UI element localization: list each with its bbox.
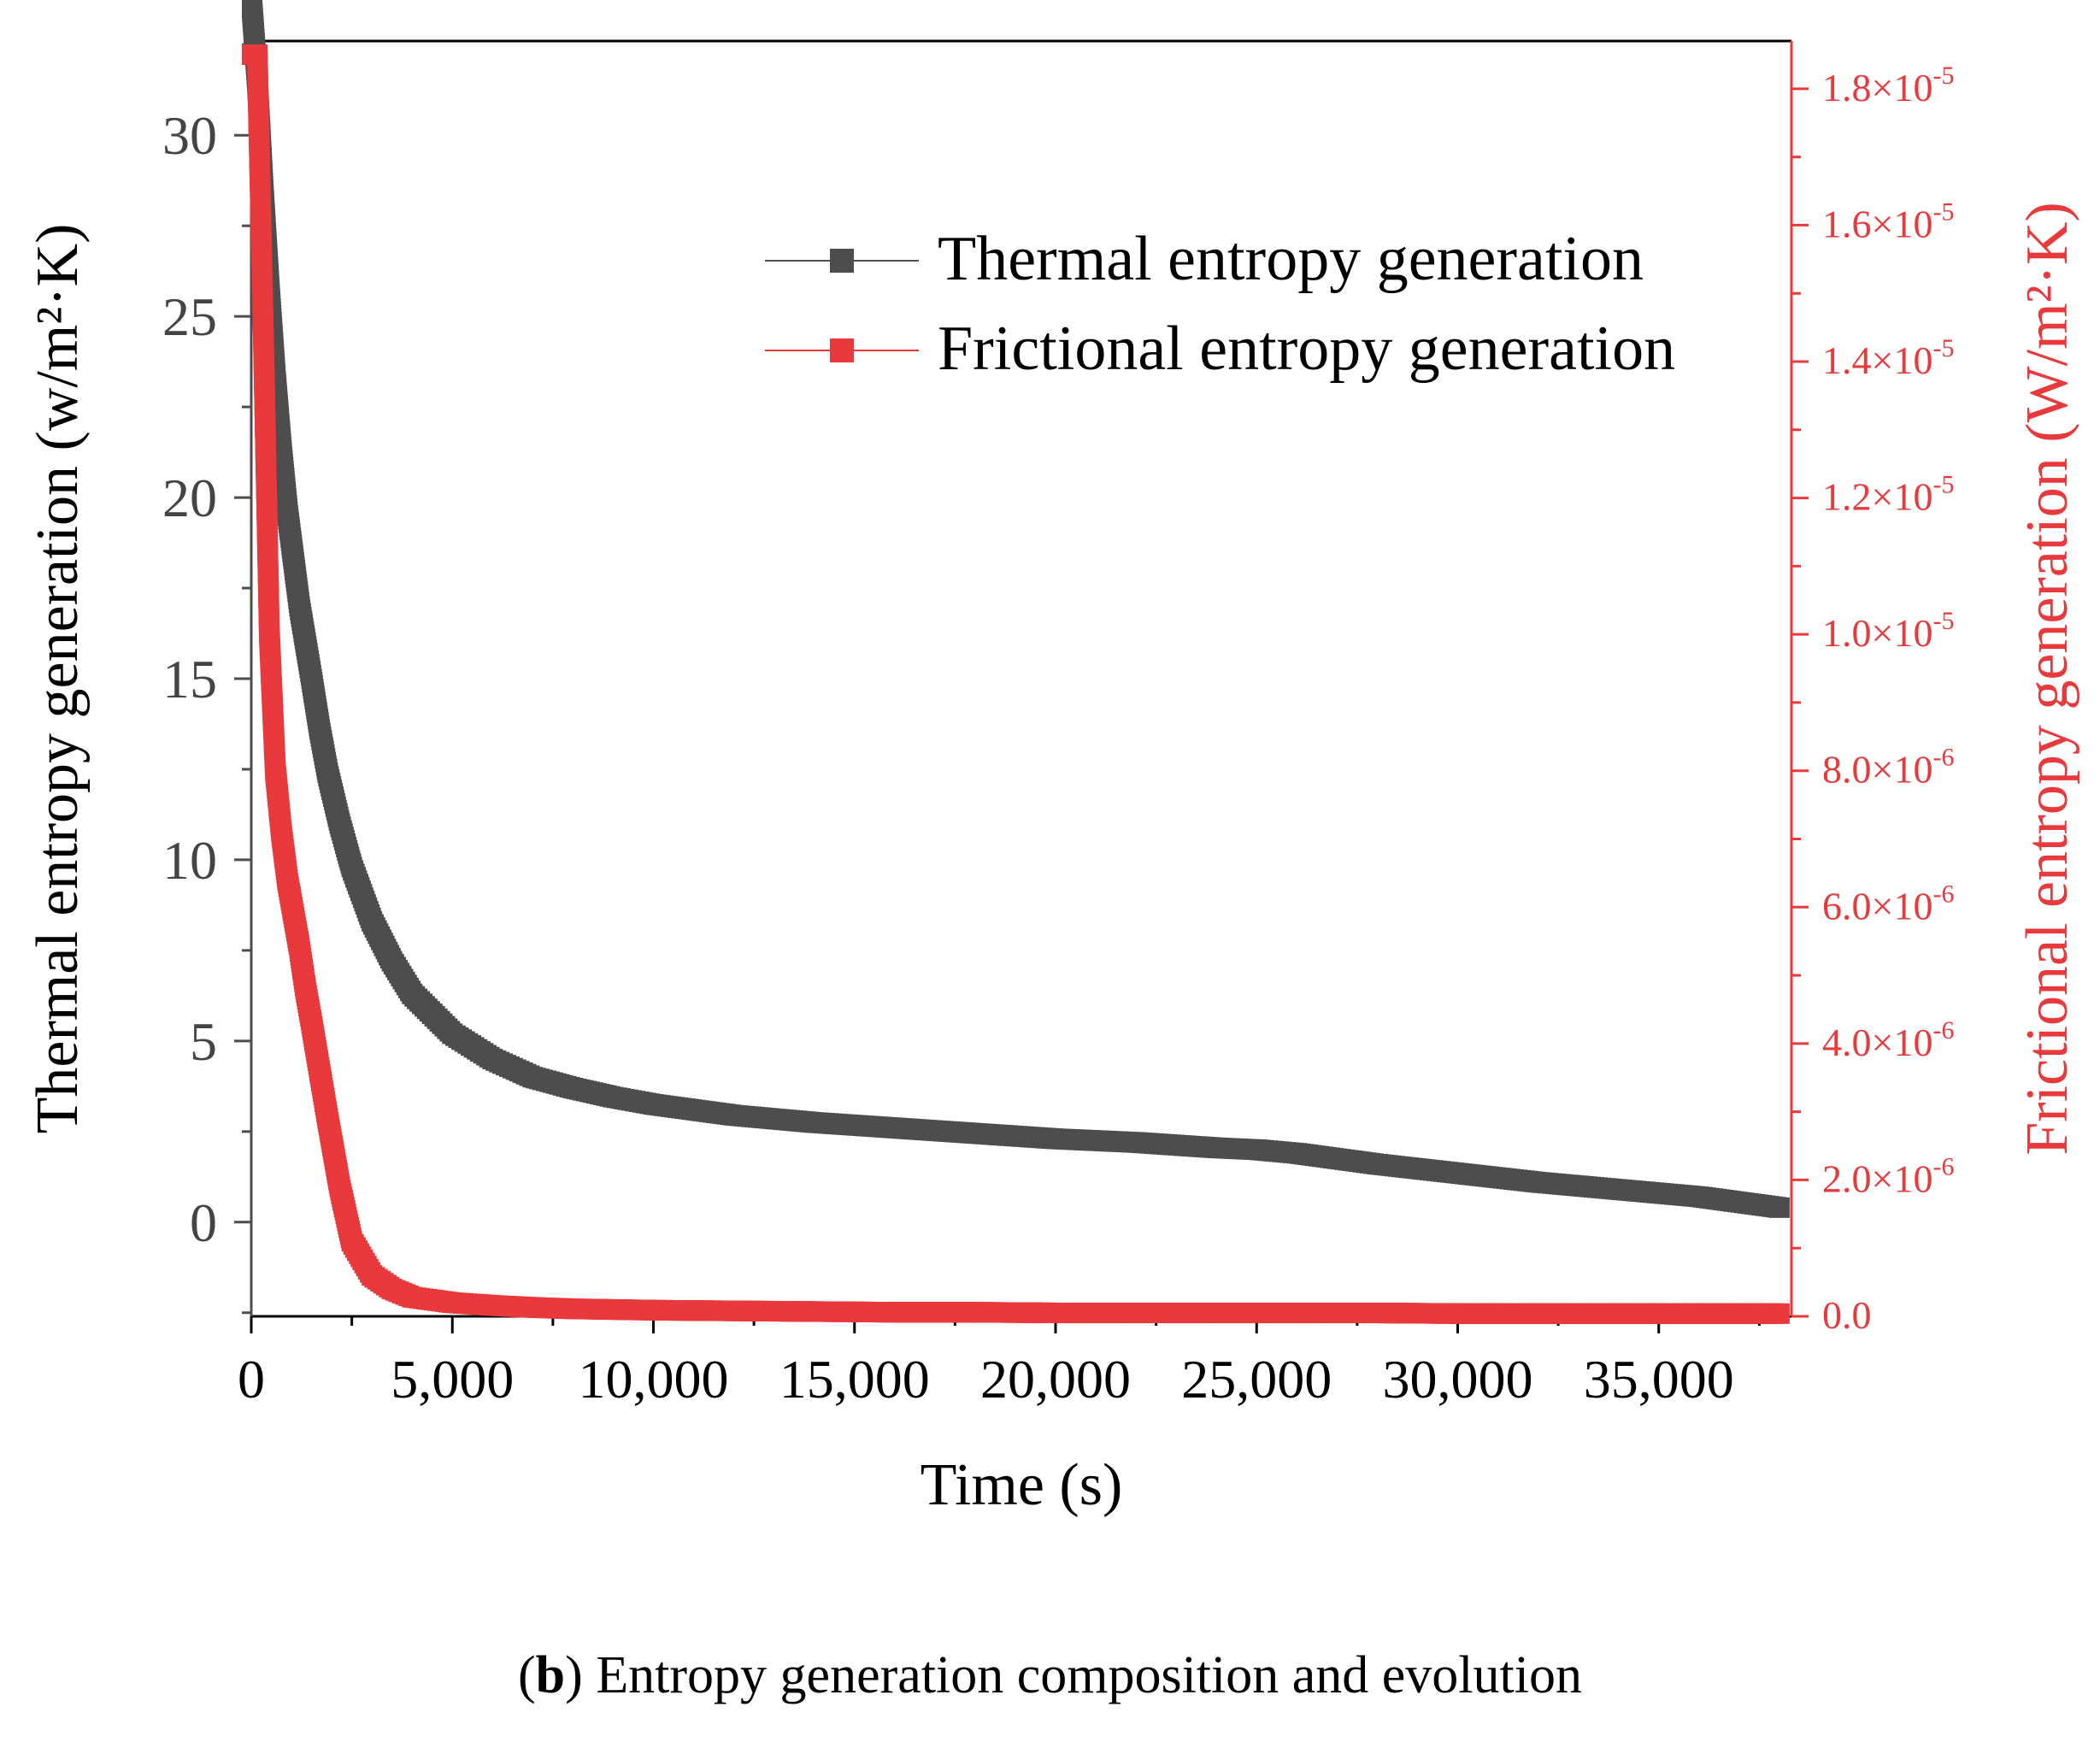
y-right-tick-mantissa: 1.0×10 — [1822, 611, 1932, 655]
x-tick-label: 5,000 — [391, 1349, 514, 1409]
right-y-axis: 0.02.0×10-64.0×10-66.0×10-68.0×10-61.0×1… — [1791, 62, 1954, 1337]
legend-label: Thermal entropy generation — [938, 224, 1644, 294]
y-right-tick-exponent: -5 — [1932, 197, 1954, 226]
y-right-axis-title: Frictional entropy generation (W/m²·K) — [2015, 202, 2080, 1155]
y-right-tick-label: 1.8×10-5 — [1822, 62, 1954, 109]
frictional-series — [241, 44, 1790, 1324]
legend-item-frictional: Frictional entropy generation — [765, 314, 1675, 384]
thermal-series-line — [250, 8, 1780, 1209]
legend-marker — [830, 249, 854, 273]
y-right-tick-exponent: -5 — [1932, 334, 1954, 362]
y-left-tick-label: 20 — [162, 468, 217, 528]
y-right-tick-mantissa: 1.6×10 — [1822, 202, 1932, 245]
y-right-tick-mantissa: 1.4×10 — [1822, 338, 1932, 382]
y-right-tick-mantissa: 8.0×10 — [1822, 748, 1932, 792]
legend-label: Frictional entropy generation — [938, 314, 1675, 384]
y-right-tick-label: 4.0×10-6 — [1822, 1016, 1954, 1064]
figure-caption: (b) Entropy generation composition and e… — [518, 1646, 1582, 1704]
y-right-tick-mantissa: 4.0×10 — [1822, 1021, 1932, 1064]
y-right-tick-mantissa: 2.0×10 — [1822, 1156, 1932, 1200]
x-tick-label: 15,000 — [779, 1349, 930, 1409]
y-right-tick-mantissa: 6.0×10 — [1822, 884, 1932, 927]
legend-item-thermal: Thermal entropy generation — [765, 224, 1644, 294]
x-tick-label: 20,000 — [980, 1349, 1131, 1409]
y-right-tick-exponent: -5 — [1932, 607, 1954, 635]
y-right-tick-exponent: -6 — [1932, 1152, 1954, 1180]
y-right-tick-exponent: -6 — [1932, 1016, 1954, 1045]
y-right-tick-label: 1.2×10-5 — [1822, 471, 1954, 519]
y-left-tick-label: 5 — [190, 1011, 217, 1072]
y-right-tick-mantissa: 1.2×10 — [1822, 475, 1932, 519]
x-tick-label: 30,000 — [1382, 1349, 1532, 1409]
legend: Thermal entropy generation Frictional ent… — [765, 224, 1675, 384]
y-left-tick-label: 10 — [162, 830, 217, 891]
y-right-tick-exponent: -5 — [1932, 471, 1954, 499]
y-right-tick-label: 1.6×10-5 — [1822, 197, 1954, 245]
y-right-tick-exponent: -5 — [1932, 62, 1954, 90]
y-right-tick-label: 1.0×10-5 — [1822, 607, 1954, 655]
y-left-axis-title: Thermal entropy generation (w/m²·K) — [25, 224, 91, 1134]
thermal-marker — [1765, 1197, 1786, 1218]
caption-label: b — [535, 1646, 566, 1704]
y-right-tick-mantissa: 1.8×10 — [1822, 66, 1932, 109]
y-right-tick-exponent: -6 — [1932, 880, 1954, 908]
y-right-tick-exponent: -6 — [1932, 744, 1954, 772]
x-axis: 0 5,000 10,000 15,000 20,000 25,000 30,000 35,0… — [238, 1316, 1761, 1409]
y-left-tick-label: 0 — [190, 1192, 217, 1253]
x-tick-label: 25,000 — [1181, 1349, 1332, 1409]
y-left-tick-label: 30 — [162, 105, 217, 166]
y-right-tick-label: 1.4×10-5 — [1822, 334, 1954, 382]
y-right-tick-label: 6.0×10-6 — [1822, 880, 1954, 927]
x-tick-label: 0 — [238, 1349, 265, 1409]
y-right-tick-label: 2.0×10-6 — [1822, 1152, 1954, 1200]
y-left-tick-label: 25 — [162, 286, 217, 347]
y-right-tick-mantissa: 0.0 — [1822, 1293, 1872, 1337]
y-right-tick-label: 8.0×10-6 — [1822, 744, 1954, 792]
series-layer — [241, 0, 1790, 1324]
left-y-axis: 0 5 10 15 20 25 30 — [162, 43, 251, 1315]
frictional-marker — [1765, 1303, 1786, 1324]
thermal-series — [241, 0, 1790, 1218]
x-tick-label: 35,000 — [1584, 1349, 1734, 1409]
legend-marker — [830, 338, 854, 362]
caption-text: Entropy generation composition and evolu… — [582, 1646, 1582, 1704]
y-right-tick-label: 0.0 — [1822, 1293, 1872, 1337]
x-tick-label: 10,000 — [578, 1349, 728, 1409]
axis-labels: Time (s) Thermal entropy generation (w/m²… — [25, 202, 2080, 1518]
x-axis-title: Time (s) — [921, 1452, 1123, 1518]
y-left-tick-label: 15 — [162, 649, 217, 709]
